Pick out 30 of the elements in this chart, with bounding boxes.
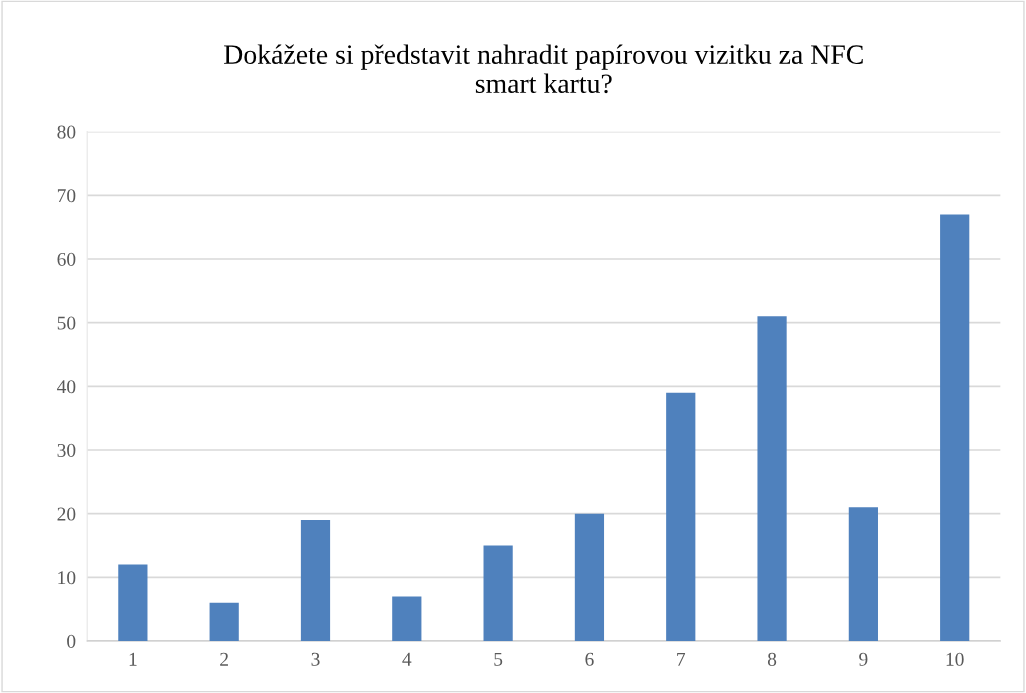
y-tick-label: 50: [57, 316, 76, 330]
x-tick-label: 9: [859, 652, 868, 666]
x-tick-label: 5: [494, 652, 503, 666]
x-tick-label: 3: [311, 652, 320, 666]
x-tick-label: 4: [402, 652, 412, 666]
x-tick-label: 1: [129, 652, 137, 666]
y-tick-label: 20: [57, 507, 76, 521]
y-tick-label: 40: [57, 380, 76, 394]
x-tick-label: 2: [220, 652, 228, 666]
y-tick-label: 80: [57, 125, 76, 139]
bar: [666, 392, 696, 642]
bar: [574, 513, 605, 642]
y-tick-label: 70: [57, 189, 76, 203]
bar: [483, 545, 513, 642]
bar: [118, 564, 148, 642]
bar: [209, 602, 239, 642]
bar: [757, 316, 787, 642]
y-tick-label: 30: [57, 443, 76, 457]
x-tick-label: 6: [585, 652, 594, 666]
bar: [940, 214, 970, 642]
x-tick-label: 8: [767, 652, 777, 666]
x-tick-label: 10: [946, 652, 964, 666]
bar: [392, 596, 422, 642]
bar: [848, 507, 878, 642]
x-tick-label: 7: [677, 652, 686, 666]
y-tick-label: 60: [57, 252, 76, 266]
chart-title: Dokážete si představit nahradit papírovou vizitku za NFC smart kartu?: [224, 44, 863, 94]
y-tick-label: 10: [58, 571, 76, 585]
y-tick-label: 0: [67, 634, 76, 648]
bar: [300, 520, 331, 642]
